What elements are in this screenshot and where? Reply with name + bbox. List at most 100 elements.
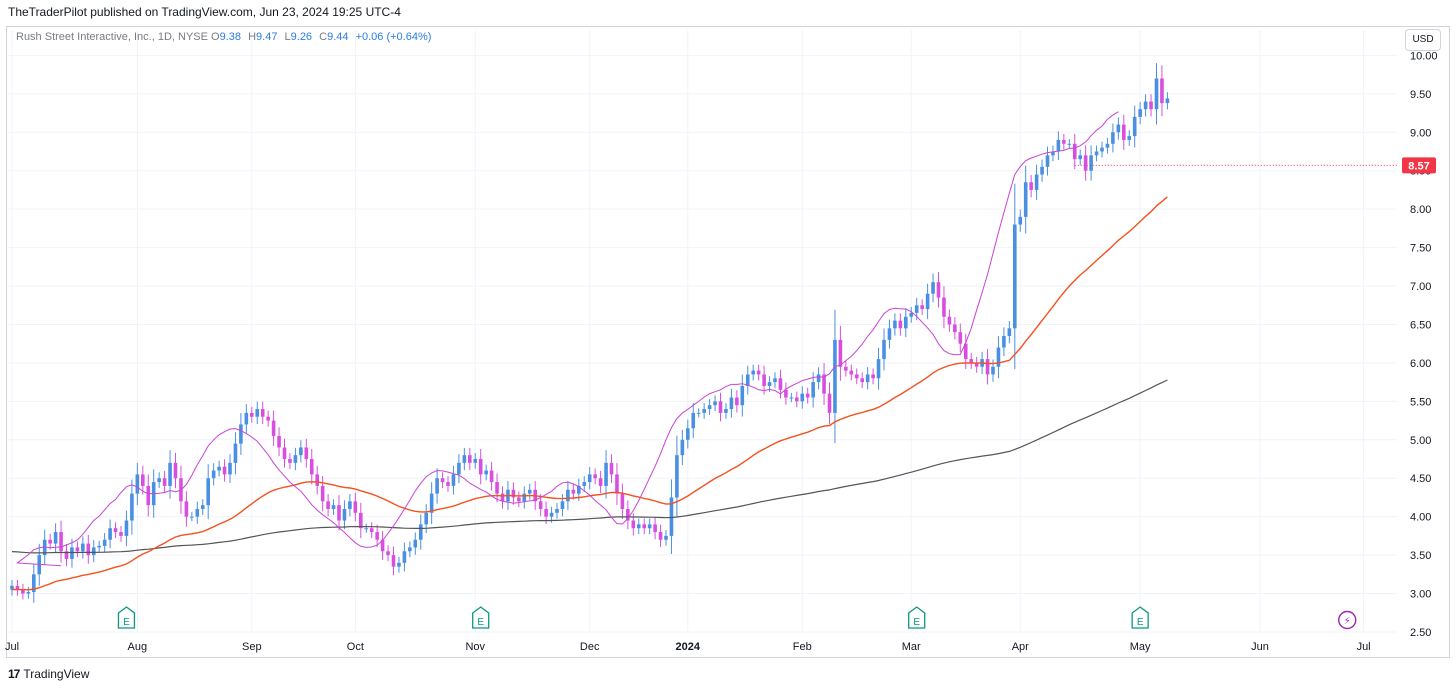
candle-body	[173, 462, 178, 479]
candle-body	[75, 547, 80, 552]
candle-body	[446, 482, 450, 486]
candle-body	[882, 339, 886, 360]
open-value: 9.38	[219, 31, 242, 43]
candle-body	[200, 505, 205, 509]
symbol-legend: Rush Street Interactive, Inc., 1D, NYSE …	[16, 31, 431, 43]
candle-body	[59, 532, 63, 552]
candle-body	[647, 524, 652, 529]
candle-body	[337, 505, 341, 521]
candle-body	[315, 474, 319, 486]
footer-brand: 17 TradingView	[8, 667, 89, 681]
candle-body	[1045, 155, 1050, 167]
candle-body	[1023, 182, 1028, 217]
candle-body	[838, 339, 843, 367]
ma-fast-line	[16, 111, 1119, 567]
candle-body	[969, 359, 973, 363]
candle-body	[81, 543, 85, 552]
candle-body	[598, 478, 603, 486]
candle-body	[435, 478, 439, 494]
candle-body	[1062, 139, 1066, 144]
candle-body	[222, 466, 227, 475]
candle-body	[696, 412, 701, 414]
earnings-marker-label: E	[477, 617, 484, 628]
candle-body	[756, 370, 761, 375]
x-tick-label: Apr	[1012, 641, 1029, 653]
chart-frame[interactable]	[6, 26, 1450, 658]
candle-body	[53, 532, 58, 544]
candle-body	[854, 374, 859, 379]
candle-body	[255, 409, 260, 417]
candle-body	[457, 462, 461, 475]
x-tick-label: Jul	[1357, 641, 1371, 653]
candle-body	[680, 439, 685, 456]
candle-body	[909, 312, 914, 317]
candle-body	[538, 501, 543, 509]
candle-body	[947, 316, 952, 325]
y-tick-label: 7.00	[1410, 281, 1431, 293]
earnings-marker-icon: E	[472, 606, 490, 629]
candle-body	[500, 493, 505, 502]
candle-body	[511, 489, 516, 498]
candles-group	[10, 63, 1170, 603]
candle-body	[1160, 78, 1164, 104]
currency-button[interactable]: USD	[1405, 29, 1441, 51]
candle-body	[413, 539, 418, 548]
publisher-line: TheTraderPilot published on TradingView.…	[8, 5, 401, 19]
candle-body	[609, 462, 614, 475]
y-tick-label: 5.50	[1410, 396, 1431, 408]
candle-body	[1007, 328, 1012, 336]
candle-body	[462, 455, 467, 463]
candle-body	[91, 547, 96, 556]
candle-body	[489, 470, 494, 483]
candle-body	[146, 485, 151, 506]
earnings-marker-label: E	[1137, 617, 1144, 628]
candle-body	[958, 332, 963, 344]
candle-body	[544, 508, 548, 517]
candle-body	[1111, 132, 1115, 144]
tradingview-logo-icon: 17	[8, 667, 20, 681]
candle-body	[217, 466, 221, 471]
candle-body	[963, 343, 968, 360]
split-marker-glyph: ⚡	[1344, 616, 1351, 627]
candle-body	[402, 551, 407, 563]
candle-body	[800, 393, 805, 402]
candle-body	[517, 497, 521, 502]
candle-body	[860, 378, 864, 383]
candle-body	[380, 539, 385, 552]
candle-body	[157, 478, 161, 483]
candle-body	[168, 462, 172, 486]
candle-body	[359, 512, 363, 529]
earnings-marker-shape	[117, 606, 136, 629]
candle-body	[369, 528, 374, 533]
x-tick-label: Mar	[902, 641, 921, 653]
candle-body	[21, 589, 25, 594]
candle-body	[936, 282, 941, 298]
candle-body	[778, 378, 783, 390]
candle-body	[636, 524, 641, 529]
x-tick-label: Jul	[5, 641, 19, 653]
candle-body	[190, 516, 194, 518]
x-tick-label: Sep	[242, 641, 262, 653]
price-tag-bg	[1402, 157, 1436, 174]
y-tick-label: 9.00	[1410, 127, 1431, 139]
candle-body	[468, 455, 472, 463]
candle-body	[1002, 336, 1006, 348]
candle-body	[184, 501, 189, 517]
candle-body	[1127, 136, 1132, 140]
y-tick-label: 10.00	[1410, 50, 1438, 62]
candle-body	[745, 374, 750, 386]
candle-body	[1013, 224, 1017, 329]
candle-body	[473, 459, 478, 463]
candle-body	[549, 512, 554, 517]
x-tick-label: Jun	[1251, 641, 1269, 653]
candle-body	[914, 305, 919, 313]
candle-body	[10, 585, 14, 590]
ma-slow-line	[11, 379, 1168, 554]
candle-body	[141, 474, 145, 486]
candle-body	[1154, 78, 1159, 110]
candle-body	[293, 455, 298, 463]
candle-body	[1040, 166, 1044, 175]
y-tick-label: 4.50	[1410, 473, 1431, 485]
candle-body	[233, 443, 238, 463]
